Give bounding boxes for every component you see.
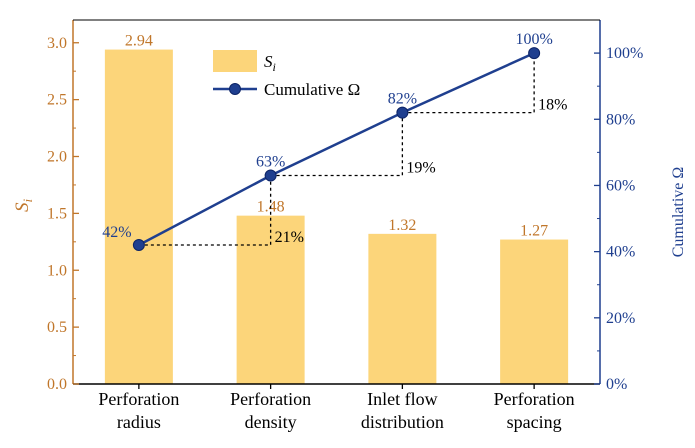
right-axis-title: Cumulative Ω <box>670 167 687 258</box>
x-tick-label-0-line1: Perforation <box>98 389 179 409</box>
right-tick-label-4: 80% <box>606 111 635 128</box>
cumulative-line <box>138 51 535 247</box>
left-axis-title: Si <box>12 199 35 213</box>
bar-3 <box>500 239 569 384</box>
left-tick-label-0: 0.0 <box>47 376 67 393</box>
increment-label-0: 21% <box>275 229 304 246</box>
right-tick-label-2: 40% <box>606 244 635 261</box>
legend-line-label: Cumulative Ω <box>264 80 360 99</box>
left-tick-label-2: 1.0 <box>47 262 67 279</box>
left-tick-label-6: 3.0 <box>47 35 67 52</box>
left-tick-label-3: 1.5 <box>47 205 67 222</box>
bar-value-label-3: 1.27 <box>520 223 548 240</box>
increment-label-2: 18% <box>538 97 567 114</box>
line-point-3 <box>528 47 541 60</box>
left-tick-label-4: 2.0 <box>47 149 67 166</box>
x-tick-label-3-line1: Perforation <box>494 389 575 409</box>
line-value-label-2: 82% <box>388 91 417 108</box>
line-value-label-3: 100% <box>515 31 552 48</box>
increment-label-1: 19% <box>406 160 435 177</box>
bar-value-label-0: 2.94 <box>125 33 153 50</box>
legend-bar-label: Si <box>264 52 276 74</box>
right-tick-label-3: 60% <box>606 177 635 194</box>
right-tick-label-0: 0% <box>606 376 627 393</box>
increment-step-0 <box>138 175 272 246</box>
bar-0 <box>104 49 173 384</box>
legend-bar-swatch <box>213 50 257 72</box>
bar-2 <box>368 233 437 384</box>
x-tick-label-1-line1: Perforation <box>230 389 311 409</box>
x-tick-label-1-line2: density <box>245 412 297 432</box>
left-tick-label-5: 2.5 <box>47 92 67 109</box>
line-value-label-1: 63% <box>256 154 285 171</box>
increment-step-1 <box>270 112 404 177</box>
line-point-2 <box>396 106 409 119</box>
line-point-1 <box>264 169 277 182</box>
x-tick-label-2-line1: Inlet flow <box>367 389 437 409</box>
right-tick-label-1: 20% <box>606 310 635 327</box>
legend-line-marker <box>229 83 241 95</box>
increment-step-2 <box>402 53 535 114</box>
x-tick-label-0-line2: radius <box>117 412 161 432</box>
x-tick-label-3-line2: spacing <box>507 412 562 432</box>
line-value-label-0: 42% <box>102 224 131 241</box>
line-point-0 <box>132 239 145 252</box>
right-tick-label-5: 100% <box>606 45 643 62</box>
bar-value-label-2: 1.32 <box>388 217 416 234</box>
left-tick-label-1: 0.5 <box>47 319 67 336</box>
x-tick-label-2-line2: distribution <box>361 412 444 432</box>
